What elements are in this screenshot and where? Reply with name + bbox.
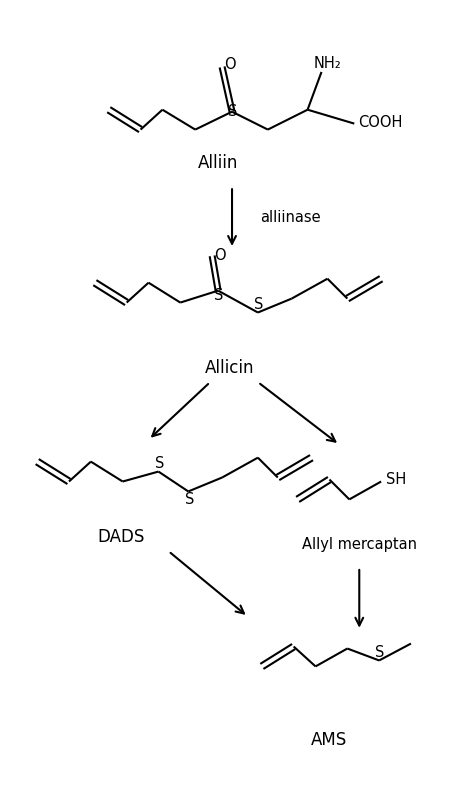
Text: DADS: DADS (97, 528, 145, 546)
Text: O: O (214, 249, 226, 263)
Text: Allyl mercaptan: Allyl mercaptan (302, 536, 417, 552)
Text: AMS: AMS (311, 731, 347, 749)
Text: S: S (254, 297, 264, 312)
Text: NH₂: NH₂ (314, 57, 341, 72)
Text: S: S (184, 492, 194, 507)
Text: O: O (224, 57, 236, 73)
Text: S: S (375, 645, 385, 660)
Text: Allicin: Allicin (205, 359, 255, 377)
Text: COOH: COOH (358, 115, 402, 130)
Text: SH: SH (386, 472, 406, 487)
Text: S: S (228, 104, 237, 120)
Text: S: S (155, 456, 164, 471)
Text: alliinase: alliinase (260, 210, 320, 225)
Text: Alliin: Alliin (198, 155, 238, 172)
Text: S: S (214, 288, 224, 303)
